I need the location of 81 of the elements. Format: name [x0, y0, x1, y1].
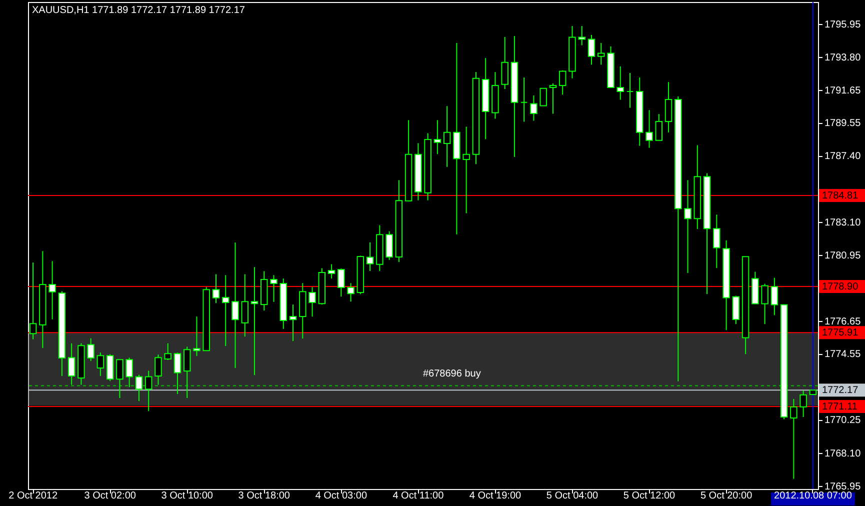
x-tick-label: 4 Oct 11:00	[392, 490, 444, 502]
candlestick	[308, 286, 316, 318]
y-tick-label: 1791.65	[824, 86, 862, 97]
candlestick	[154, 354, 162, 386]
candlestick	[558, 70, 566, 96]
candlestick	[790, 398, 798, 480]
x-tick-label: 3 Oct 02:00	[84, 490, 136, 502]
candlestick	[68, 342, 76, 386]
candlestick	[193, 316, 200, 356]
candlestick	[646, 110, 653, 148]
x-tick-label: 3 Oct 10:00	[161, 490, 214, 502]
y-tick-label: 1768.10	[824, 448, 862, 460]
y-tick-label: 1793.80	[824, 52, 862, 64]
candlestick	[549, 82, 557, 114]
candlestick	[87, 338, 94, 362]
candlestick	[144, 370, 152, 412]
candlestick	[655, 114, 663, 141]
candlestick	[338, 268, 345, 298]
candlestick	[366, 242, 374, 272]
candlestick	[232, 242, 239, 368]
y-tick-label: 1789.55	[824, 118, 862, 130]
candlestick	[578, 26, 586, 46]
y-tick-label: 1783.10	[824, 217, 862, 228]
ref-line-label: 1778.90	[822, 282, 859, 293]
candlestick	[616, 66, 624, 100]
y-tick-label: 1776.65	[824, 316, 862, 328]
candlestick	[270, 274, 278, 302]
x-tick-label: 5 Oct 12:00	[623, 490, 676, 502]
ref-line-label: 1771.11	[822, 401, 858, 412]
ref-line-label: 1784.81	[822, 190, 859, 202]
x-tick-label: 5 Oct 20:00	[700, 490, 753, 502]
chart-title: XAUUSD,H1 1771.89 1772.17 1771.89 1772.17	[32, 5, 246, 16]
candlestick	[588, 34, 596, 66]
y-tick-label: 1774.55	[824, 349, 862, 360]
ref-line-label: 1775.91	[822, 328, 859, 339]
y-tick-label: 1770.25	[824, 415, 862, 426]
candlestick	[212, 274, 220, 304]
y-tick-label: 1795.95	[824, 20, 862, 31]
candlestick	[347, 282, 354, 302]
candlestick	[250, 266, 258, 376]
y-tick-label: 1780.95	[824, 250, 862, 262]
candlestick	[135, 374, 143, 402]
candlestick	[164, 342, 172, 360]
candlestick	[222, 274, 230, 346]
candlestick	[770, 277, 778, 316]
candlestick	[713, 214, 720, 269]
x-tick-label: 4 Oct 03:00	[315, 490, 368, 502]
candlestick	[386, 230, 393, 261]
candlestick	[684, 180, 692, 274]
candlestick	[520, 76, 528, 122]
candlestick	[289, 304, 297, 342]
candlestick	[626, 72, 634, 108]
candlestick	[761, 283, 768, 325]
candlestick	[106, 354, 114, 382]
candlestick	[664, 82, 672, 133]
candlestick	[462, 126, 470, 214]
ref-line-label: 1772.17	[822, 385, 859, 396]
candlestick	[597, 42, 605, 66]
y-tick-label: 1765.95	[824, 481, 862, 492]
candlestick	[126, 357, 133, 388]
candlestick	[183, 346, 191, 399]
x-tick-label: 3 Oct 18:00	[238, 490, 290, 502]
candlestick	[540, 88, 547, 106]
candlestick	[174, 352, 182, 394]
candlestick	[530, 94, 538, 122]
x-tick-label: 5 Oct 04:00	[546, 490, 599, 502]
candlestick	[800, 390, 807, 418]
candlestick	[434, 120, 442, 155]
candlestick	[48, 260, 56, 320]
candlestick	[96, 352, 104, 376]
candlestick	[501, 36, 508, 90]
x-tick-label: 4 Oct 19:00	[469, 490, 522, 502]
candlestick	[241, 274, 249, 338]
y-tick-label: 1787.40	[824, 151, 862, 162]
ref-line-label: #678696 buy	[423, 368, 481, 380]
x-tick-label: 2012.10.08 07:00	[774, 490, 852, 502]
candlestick	[732, 295, 740, 325]
x-tick-label: 2 Oct 2012	[8, 490, 58, 502]
candlestick	[443, 106, 451, 168]
candlestick	[328, 264, 336, 280]
candlestick	[116, 359, 124, 399]
